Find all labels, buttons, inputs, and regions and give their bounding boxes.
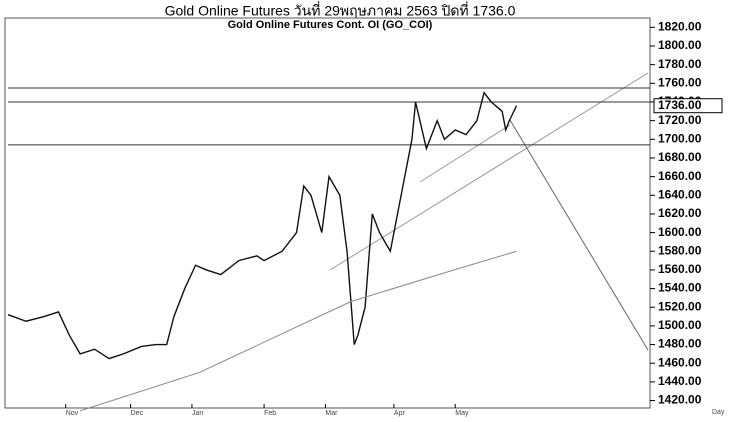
- y-tick-label: 1760.00: [658, 75, 702, 89]
- y-tick-label: 1480.00: [658, 337, 702, 351]
- y-tick-label: 1440.00: [658, 374, 702, 388]
- y-tick-label: 1520.00: [658, 299, 702, 313]
- y-tick-label: 1700.00: [658, 131, 702, 145]
- x-tick-label: Feb: [264, 410, 276, 417]
- plot-frame: [4, 17, 651, 409]
- y-tick-label: 1580.00: [658, 243, 702, 257]
- projection-line: [509, 119, 649, 351]
- y-tick-label: 1660.00: [658, 169, 702, 183]
- price-tag: [653, 98, 723, 114]
- x-tick-label: Jan: [192, 410, 203, 417]
- price-tag-label: 1736.00: [658, 98, 702, 112]
- x-unit: Day: [712, 409, 725, 416]
- x-tick-label: Nov: [66, 410, 79, 417]
- chart-title: Gold Online Futures วันที่ 29พฤษภาคม 256…: [165, 2, 516, 19]
- y-tick-label: 1640.00: [658, 187, 702, 201]
- y-tick-label: 1560.00: [658, 262, 702, 276]
- y-tick-label: 1540.00: [658, 281, 702, 295]
- x-tick-label: Apr: [394, 410, 406, 417]
- trend-line: [419, 124, 511, 183]
- y-tick-label: 1600.00: [658, 225, 702, 239]
- y-tick-label: 1460.00: [658, 355, 702, 369]
- y-tick-label: 1620.00: [658, 206, 702, 220]
- y-tick-label: 1680.00: [658, 150, 702, 164]
- y-tick-label: 1800.00: [658, 38, 702, 52]
- x-tick-label: May: [455, 410, 469, 417]
- y-tick-label: 1820.00: [658, 20, 702, 34]
- trend-line: [329, 72, 649, 271]
- y-tick-label: 1780.00: [658, 57, 702, 71]
- y-tick-label: 1720.00: [658, 113, 702, 127]
- y-tick-label: 1420.00: [658, 393, 702, 407]
- x-tick-label: Dec: [131, 410, 144, 417]
- chart-subtitle: Gold Online Futures Cont. OI (GO_COI): [228, 19, 433, 31]
- price-line: [79, 250, 517, 412]
- price-line: [7, 91, 518, 360]
- x-tick-label: Mar: [325, 410, 338, 417]
- y-tick-label: 1500.00: [658, 318, 702, 332]
